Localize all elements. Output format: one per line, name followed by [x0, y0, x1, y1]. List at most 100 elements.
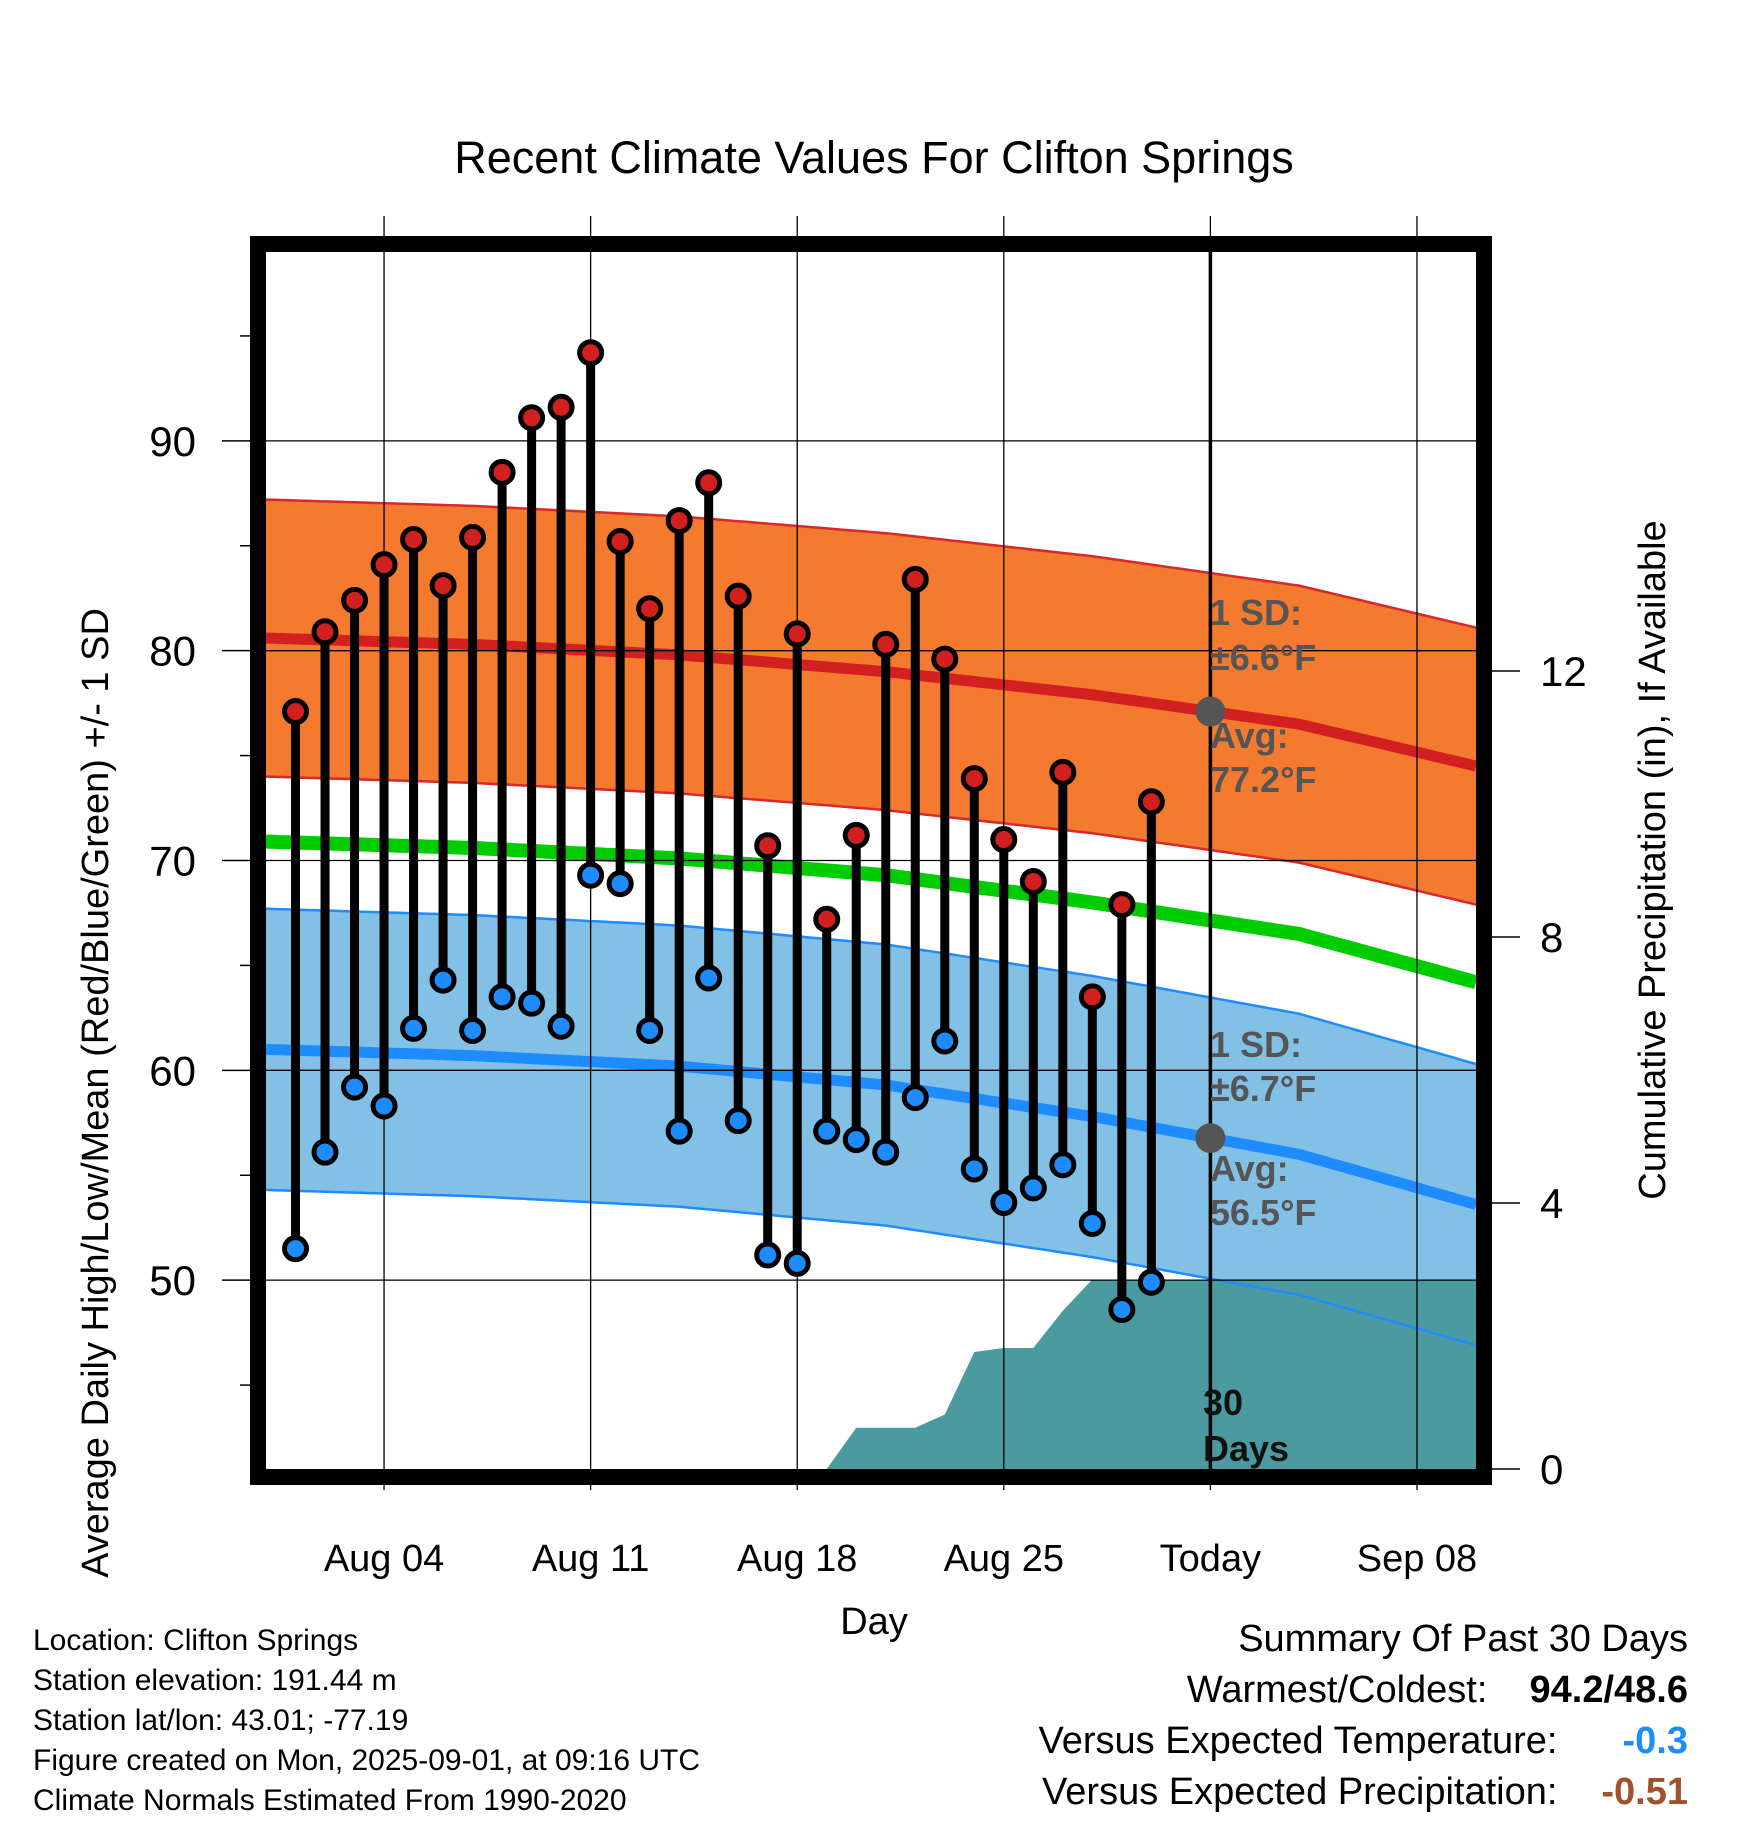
- daily-high-point: [872, 630, 900, 658]
- daily-low-point: [429, 966, 457, 994]
- x-tick-label: Aug 25: [944, 1538, 1064, 1580]
- station-info: Location: Clifton Springs Station elevat…: [33, 1621, 700, 1821]
- daily-low-point: [1049, 1151, 1077, 1179]
- daily-high-point: [429, 572, 457, 600]
- y-tick-label: 50: [149, 1257, 196, 1304]
- daily-high-point: [577, 339, 605, 367]
- summary-heading: Summary Of Past 30 Days: [1238, 1618, 1688, 1660]
- daily-low-point: [813, 1117, 841, 1145]
- daily-low-point: [1078, 1210, 1106, 1238]
- high-sd-label: 1 SD:: [1210, 592, 1302, 633]
- low-band-upper-edge: [265, 907, 1477, 1066]
- x-axis-label: Day: [840, 1601, 908, 1643]
- precip-area: [826, 1279, 1476, 1469]
- daily-low-point: [488, 983, 516, 1011]
- elevation-text: Station elevation: 191.44 m: [33, 1664, 397, 1697]
- plot-area: 50 60 70 80 90 0 4 8 12 Aug 04 Aug 11 Aug 18 Aug 25 T…: [149, 216, 1587, 1580]
- daily-low-point: [606, 870, 634, 898]
- y-tick-label: 80: [149, 628, 196, 675]
- high-sd-band: [266, 499, 1476, 905]
- daily-high-point: [282, 698, 310, 726]
- y-axis-label-right: Cumulative Precipitation (in), If Availa…: [1632, 520, 1674, 1199]
- daily-high-point: [370, 551, 398, 579]
- normal-mean-line: [265, 834, 1478, 989]
- days-count-label: 30: [1203, 1382, 1243, 1423]
- temp-value: -0.3: [1622, 1720, 1688, 1762]
- daily-high-point: [990, 826, 1018, 854]
- daily-high-point: [960, 765, 988, 793]
- normal-high-line: [265, 632, 1478, 772]
- daily-low-point: [547, 1012, 575, 1040]
- low-avg-label: Avg:: [1210, 1148, 1289, 1189]
- latlon-text: Station lat/lon: 43.01; -77.19: [33, 1704, 409, 1737]
- temp-row: Versus Expected Temperature: -0.3: [1039, 1716, 1688, 1767]
- daily-high-point: [1019, 867, 1047, 895]
- temp-label: Versus Expected Temperature:: [1038, 1720, 1558, 1762]
- daily-low-point: [960, 1155, 988, 1183]
- y-axis-right: 0 4 8 12: [1492, 648, 1587, 1493]
- x-tick-label: Aug 18: [737, 1538, 857, 1580]
- daily-high-point: [518, 404, 546, 432]
- low-sd-label: 1 SD:: [1210, 1024, 1302, 1065]
- low-sd-value: ±6.7°F: [1210, 1068, 1316, 1109]
- today-high-avg-marker: [1195, 696, 1226, 727]
- daily-high-point: [311, 618, 339, 646]
- low-band-lower-edge: [265, 1188, 1477, 1347]
- daily-high-point: [842, 821, 870, 849]
- daily-high-point: [695, 469, 723, 497]
- plot-frame: [250, 236, 1492, 1485]
- daily-high-point: [400, 525, 428, 553]
- y2-tick-label: 4: [1540, 1180, 1563, 1227]
- high-band-lower-edge: [265, 775, 1477, 906]
- precip-value: -0.51: [1601, 1771, 1688, 1813]
- created-text: Figure created on Mon, 2025-09-01, at 09…: [33, 1744, 701, 1777]
- y-axis-label-left: Average Daily High/Low/Mean (Red/Blue/Gr…: [75, 608, 117, 1578]
- normal-low-line: [265, 1043, 1478, 1210]
- daily-low-point: [990, 1189, 1018, 1217]
- y2-tick-label: 8: [1540, 914, 1563, 961]
- daily-high-point: [547, 393, 575, 421]
- daily-high-point: [636, 595, 664, 623]
- daily-bars: [282, 339, 1165, 1324]
- daily-low-point: [282, 1235, 310, 1263]
- daily-high-point: [813, 905, 841, 933]
- daily-low-point: [370, 1092, 398, 1120]
- daily-low-point: [842, 1126, 870, 1154]
- daily-low-point: [577, 861, 605, 889]
- high-sd-value: ±6.6°F: [1210, 637, 1316, 678]
- x-axis: Aug 04 Aug 11 Aug 18 Aug 25 Today Sep 08: [324, 1538, 1477, 1580]
- daily-high-point: [488, 458, 516, 486]
- daily-low-point: [695, 964, 723, 992]
- precip-label: Versus Expected Precipitation:: [1042, 1771, 1558, 1813]
- daily-low-point: [1137, 1268, 1165, 1296]
- y-tick-label: 70: [149, 838, 196, 885]
- y2-tick-label: 12: [1540, 648, 1587, 695]
- high-avg-label: Avg:: [1210, 715, 1289, 756]
- daily-low-point: [311, 1138, 339, 1166]
- warm-cold-label: Warmest/Coldest:: [1186, 1669, 1488, 1711]
- y-tick-label: 60: [149, 1047, 196, 1094]
- warm-cold-row: Warmest/Coldest: 94.2/48.6: [1039, 1665, 1688, 1716]
- daily-high-point: [606, 528, 634, 556]
- daily-high-point: [724, 582, 752, 610]
- daily-high-point: [754, 832, 782, 860]
- daily-low-point: [783, 1249, 811, 1277]
- daily-high-point: [665, 507, 693, 535]
- daily-low-point: [872, 1138, 900, 1166]
- daily-low-point: [400, 1014, 428, 1042]
- y-tick-label: 90: [149, 418, 196, 465]
- normals-text: Climate Normals Estimated From 1990-2020: [33, 1784, 627, 1817]
- precip-row: Versus Expected Precipitation: -0.51: [1039, 1767, 1688, 1818]
- daily-low-point: [931, 1027, 959, 1055]
- daily-high-point: [901, 565, 929, 593]
- daily-low-point: [724, 1107, 752, 1135]
- daily-high-point: [783, 620, 811, 648]
- daily-high-point: [459, 523, 487, 551]
- daily-low-point: [459, 1016, 487, 1044]
- daily-low-point: [1019, 1174, 1047, 1202]
- high-band-upper-edge: [265, 498, 1477, 629]
- today-low-avg-marker: [1195, 1123, 1226, 1154]
- daily-high-point: [1049, 758, 1077, 786]
- daily-low-point: [518, 989, 546, 1017]
